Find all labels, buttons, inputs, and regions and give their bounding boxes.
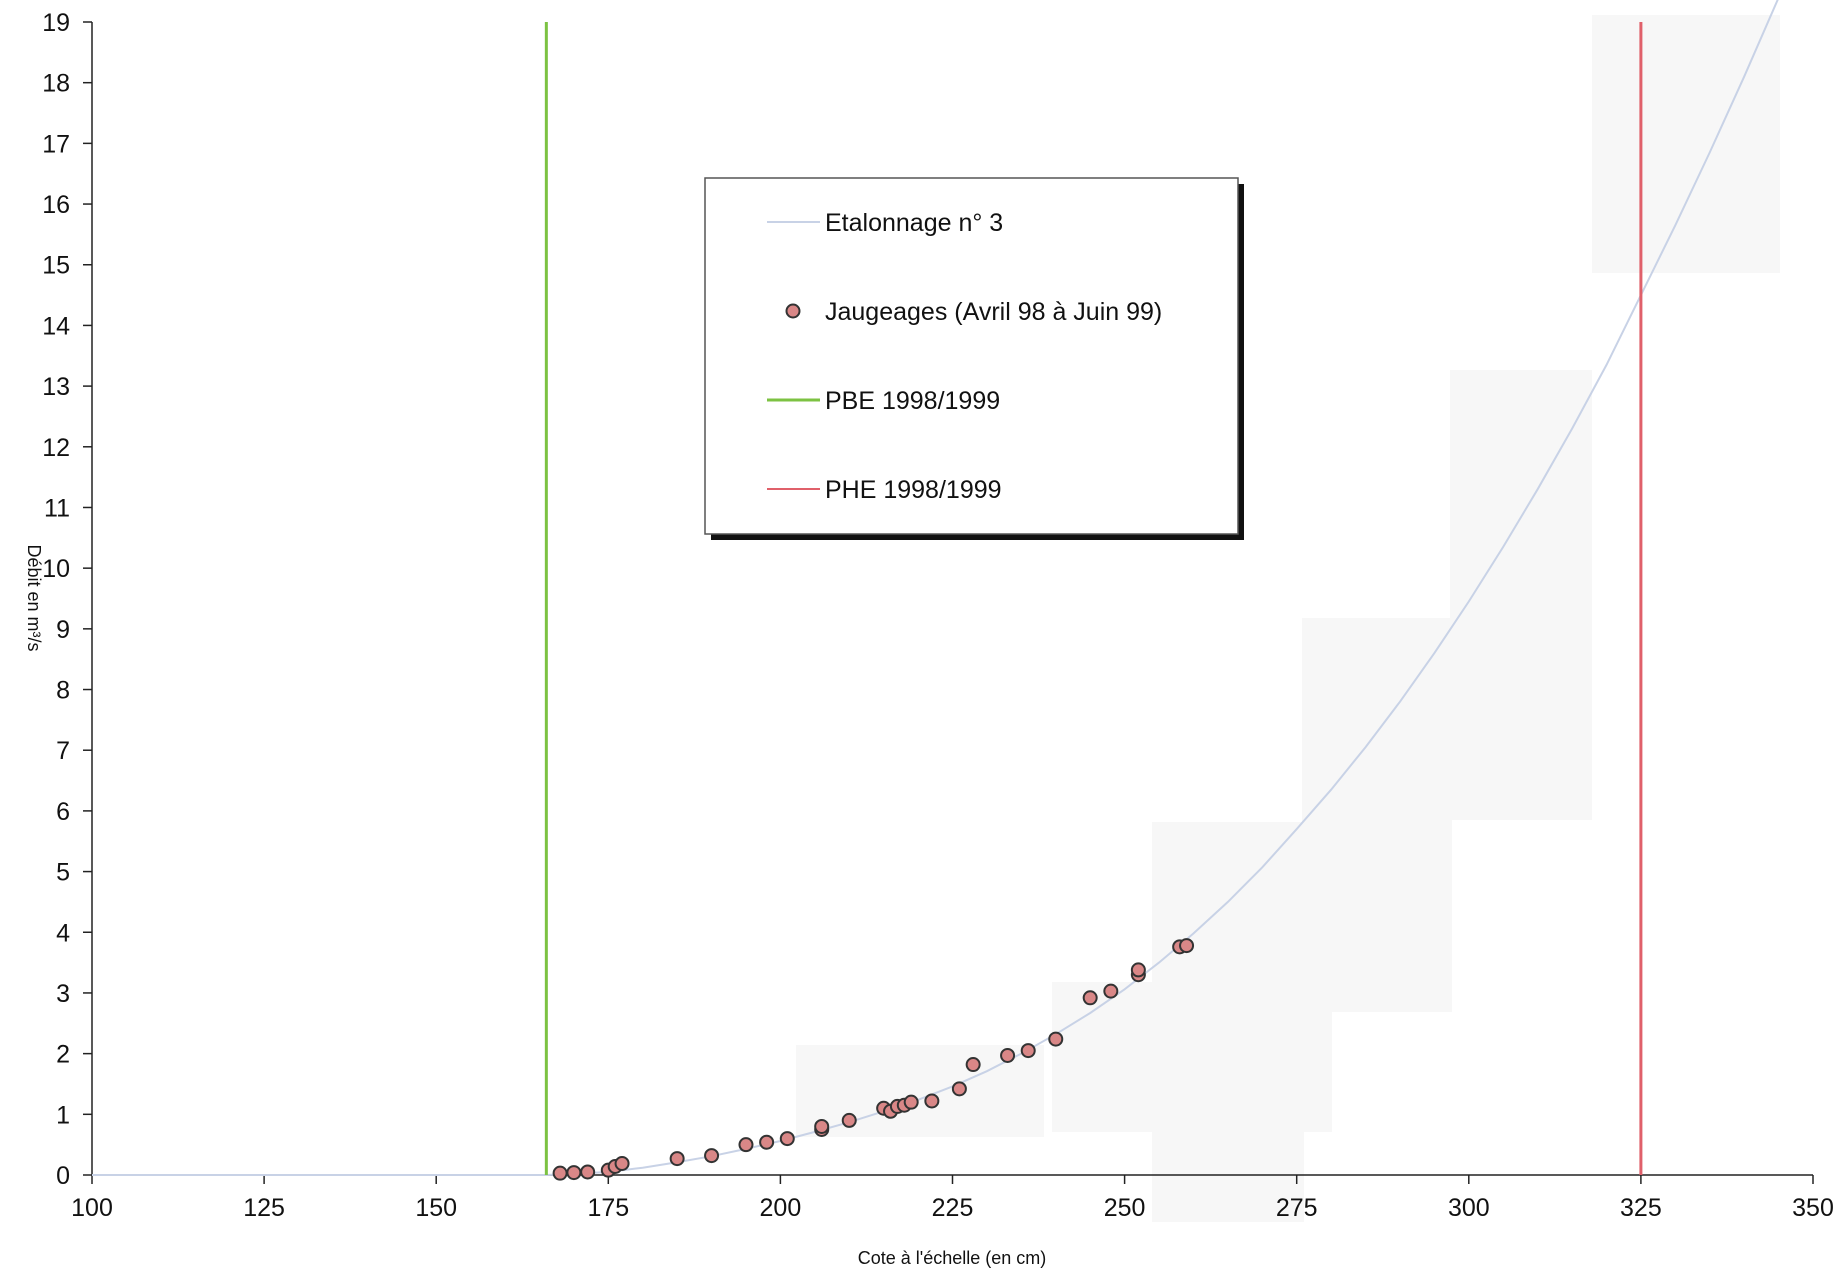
y-tick-label: 2 — [56, 1041, 70, 1069]
gauging-point — [924, 1093, 940, 1109]
y-tick-label: 18 — [42, 70, 70, 98]
y-tick-label: 0 — [56, 1162, 70, 1190]
y-tick-label: 17 — [42, 130, 70, 158]
background-shade — [1152, 822, 1304, 1222]
gauging-point — [704, 1148, 720, 1164]
x-tick-label: 225 — [932, 1194, 974, 1222]
gauging-point — [669, 1151, 685, 1167]
background-shade — [1450, 370, 1592, 820]
gauging-point — [738, 1137, 754, 1153]
legend-label: PBE 1998/1999 — [825, 387, 1000, 415]
gauging-point — [1082, 990, 1098, 1006]
background-shade — [1592, 15, 1780, 273]
y-tick-label: 7 — [56, 737, 70, 765]
legend-label: PHE 1998/1999 — [825, 476, 1002, 504]
gauging-point — [1103, 983, 1119, 999]
y-tick-label: 11 — [44, 494, 70, 522]
x-tick-label: 200 — [760, 1194, 802, 1222]
y-tick-label: 15 — [42, 252, 70, 280]
gauging-point — [814, 1118, 830, 1134]
y-tick-label: 5 — [56, 859, 70, 887]
y-tick-label: 6 — [56, 798, 70, 826]
x-axis-title: Cote à l'échelle (en cm) — [858, 1248, 1047, 1268]
y-tick-label: 3 — [56, 980, 70, 1008]
x-tick-label: 250 — [1104, 1194, 1146, 1222]
gauging-point — [1179, 938, 1195, 954]
x-tick-label: 300 — [1448, 1194, 1490, 1222]
x-tick-label: 175 — [587, 1194, 629, 1222]
background-shade — [1302, 618, 1452, 1012]
legend-box — [704, 177, 1239, 535]
gauging-point — [1000, 1047, 1016, 1063]
y-tick-label: 1 — [56, 1101, 70, 1129]
x-tick-label: 125 — [243, 1194, 285, 1222]
gauging-point — [903, 1094, 919, 1110]
gauging-point — [965, 1057, 981, 1073]
gauging-point — [951, 1081, 967, 1097]
legend-label: Etalonnage n° 3 — [825, 209, 1003, 237]
gauging-point — [1020, 1043, 1036, 1059]
gauging-point — [552, 1165, 568, 1181]
gauging-point — [566, 1165, 582, 1181]
gauging-point — [759, 1134, 775, 1150]
y-tick-label: 9 — [56, 616, 70, 644]
legend-label: Jaugeages (Avril 98 à Juin 99) — [825, 298, 1162, 326]
y-tick-label: 4 — [56, 919, 70, 947]
x-tick-label: 275 — [1276, 1194, 1318, 1222]
y-tick-label: 16 — [42, 191, 70, 219]
gauging-point — [1048, 1031, 1064, 1047]
series — [92, 0, 1779, 1181]
y-tick-label: 12 — [42, 434, 70, 462]
gauging-point — [614, 1155, 630, 1171]
y-tick-label: 10 — [42, 555, 70, 583]
gauging-point — [779, 1131, 795, 1147]
x-tick-label: 100 — [71, 1194, 113, 1222]
x-tick-label: 350 — [1792, 1194, 1834, 1222]
x-tick-label: 150 — [415, 1194, 457, 1222]
x-tick-label: 325 — [1620, 1194, 1662, 1222]
legend: Etalonnage n° 3 Jaugeages (Avril 98 à Jui… — [704, 177, 1244, 540]
gauging-point — [580, 1164, 596, 1180]
legend-marker-swatch — [785, 303, 801, 319]
tick-labels: 100 125 150 175 200 225 250 275 300 325 3500123456… — [42, 9, 1834, 1222]
y-tick-label: 8 — [56, 677, 70, 705]
y-tick-label: 13 — [42, 373, 70, 401]
y-tick-label: 14 — [42, 312, 70, 340]
gauging-point — [1130, 962, 1146, 978]
y-axis-title: Débit en m³/s — [24, 544, 44, 651]
y-tick-label: 19 — [42, 9, 70, 37]
gauging-point — [841, 1112, 857, 1128]
